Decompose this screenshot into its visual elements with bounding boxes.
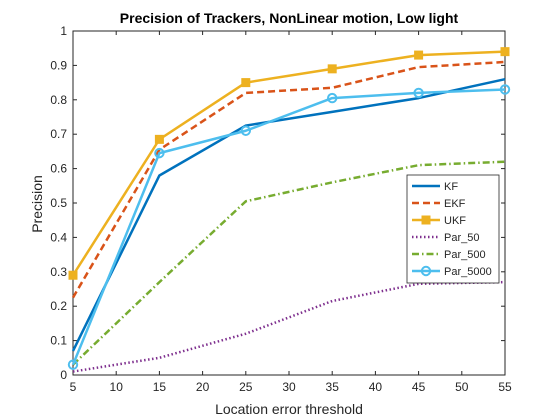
data-point-ukf [241,78,251,88]
x-tick-label: 15 [153,380,167,394]
legend-label-par-5000: Par_5000 [444,266,492,278]
y-tick-label: 0.8 [50,93,67,107]
series-par-500 [72,160,506,366]
series-ekf [71,60,506,299]
series-ukf [68,47,510,280]
x-tick-label: 25 [239,380,253,394]
legend-item-par-5000: Par_5000 [412,265,492,278]
x-tick-label: 55 [498,380,512,394]
y-tick-label: 0.3 [50,265,67,279]
y-tick-label: 0.6 [50,162,67,176]
y-tick-label: 0.7 [50,127,67,141]
data-point-par-5000 [327,92,338,104]
y-tick-label: 0.1 [50,334,67,348]
data-point-par-5000 [240,125,252,136]
data-point-par-5000 [67,359,79,370]
legend-label-ukf: UKF [444,215,466,227]
legend: KF EKF UKF Par_50 Par_500 Par_5000 [406,174,500,284]
x-tick-label: 5 [70,380,77,394]
legend-label-par-500: Par_500 [444,249,486,261]
legend-marker-par-5000 [420,265,432,277]
legend-label-kf: KF [444,181,458,193]
x-tick-label: 40 [369,380,383,394]
data-point-ukf [500,47,510,57]
series-par-50 [72,280,506,373]
y-tick-label: 0.4 [50,230,67,244]
series-line-par-500 [72,160,506,366]
data-point-ukf [327,64,337,74]
legend-box [406,174,500,284]
series-line-ekf [71,60,506,299]
y-tick-label: 0.5 [50,196,67,210]
legend-item-ekf: EKF [412,198,466,210]
legend-item-par-50: Par_50 [412,232,479,244]
y-axis-label: Precision [29,175,45,233]
x-axis-label: Location error threshold [215,401,363,417]
x-tick-label: 50 [455,380,469,394]
series-kf [71,77,506,352]
legend-item-ukf: UKF [412,215,466,227]
x-tick-label: 30 [282,380,296,394]
x-tick-label: 35 [326,380,340,394]
legend-label-ekf: EKF [444,198,466,210]
x-tick-label: 45 [412,380,426,394]
series-line-ukf [71,50,506,276]
legend-item-par-500: Par_500 [412,249,486,261]
y-tick-label: 0.2 [50,299,67,313]
series-line-par-5000 [71,88,506,366]
data-point-par-5000 [154,147,165,159]
series-par-5000 [67,84,511,370]
chart-title: Precision of Trackers, NonLinear motion,… [120,10,459,26]
legend-marker-ukf [421,215,431,225]
y-tick-label: 0.9 [50,58,67,72]
data-point-par-5000 [413,87,424,99]
data-point-ukf [414,50,424,60]
legend-label-par-50: Par_50 [444,232,479,244]
y-tick-label: 0 [60,368,67,382]
x-tick-label: 10 [110,380,124,394]
legend-item-kf: KF [412,181,458,193]
x-tick-label: 20 [196,380,210,394]
plot-area: 5 10 15 20 25 30 35 40 45 50 55 0 0.1 0.2 0.3 0.4 0.5 0.6… [50,24,512,394]
y-tick-label: 1 [60,24,67,38]
data-point-ukf [154,134,164,144]
data-point-par-5000 [499,84,511,95]
series-line-kf [71,77,506,352]
data-point-ukf [68,270,78,280]
series-line-par-50 [72,280,506,373]
